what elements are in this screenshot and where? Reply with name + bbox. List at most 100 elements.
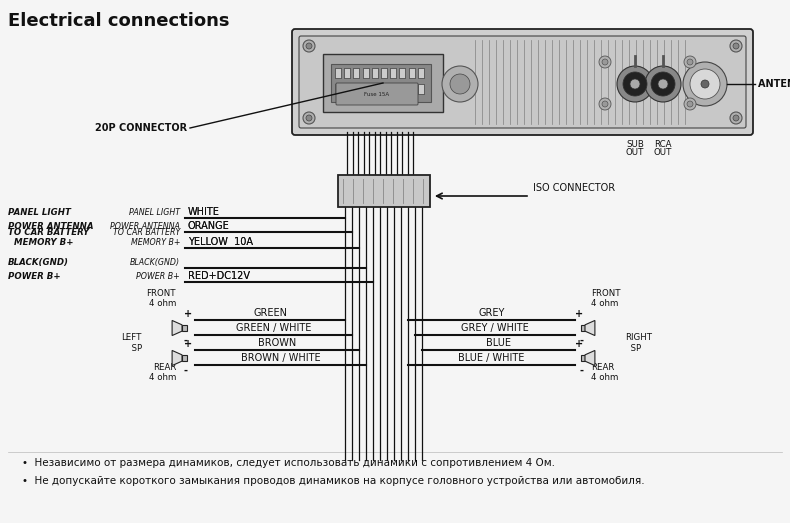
Polygon shape xyxy=(172,350,182,366)
Circle shape xyxy=(658,79,668,89)
Text: REAR
4 ohm: REAR 4 ohm xyxy=(591,363,619,382)
Text: +: + xyxy=(575,309,583,319)
Bar xyxy=(581,325,585,331)
Text: RIGHT
  SP: RIGHT SP xyxy=(625,333,652,353)
Bar xyxy=(372,68,378,78)
Bar xyxy=(353,84,359,94)
Text: 20P CONNECTOR: 20P CONNECTOR xyxy=(95,123,187,133)
Text: ORANGE: ORANGE xyxy=(188,221,230,231)
Bar xyxy=(363,68,369,78)
Bar xyxy=(353,68,359,78)
Circle shape xyxy=(602,101,608,107)
Text: REAR
4 ohm: REAR 4 ohm xyxy=(149,363,176,382)
Text: -: - xyxy=(184,336,188,346)
Circle shape xyxy=(684,56,696,68)
Text: OUT: OUT xyxy=(654,148,672,157)
Text: RED+DC12V: RED+DC12V xyxy=(188,271,250,281)
Circle shape xyxy=(623,72,647,96)
Bar xyxy=(372,84,378,94)
Text: -: - xyxy=(579,336,583,346)
Bar xyxy=(363,84,369,94)
Text: WHITE: WHITE xyxy=(188,207,220,217)
Text: GREEN: GREEN xyxy=(253,308,287,318)
Bar xyxy=(331,64,431,102)
FancyBboxPatch shape xyxy=(299,36,746,128)
Circle shape xyxy=(733,115,739,121)
Circle shape xyxy=(303,40,315,52)
Circle shape xyxy=(701,80,709,88)
FancyBboxPatch shape xyxy=(292,29,753,135)
Bar xyxy=(390,84,397,94)
Text: POWER B+: POWER B+ xyxy=(8,272,61,281)
Text: YELLOW  10A: YELLOW 10A xyxy=(188,237,253,247)
Circle shape xyxy=(684,98,696,110)
Bar xyxy=(408,68,415,78)
Text: TO CAR BATTERY
  MEMORY B+: TO CAR BATTERY MEMORY B+ xyxy=(113,228,180,247)
Text: PANEL LIGHT: PANEL LIGHT xyxy=(129,208,180,217)
Circle shape xyxy=(651,72,675,96)
Polygon shape xyxy=(172,321,182,336)
Text: ANTENNA PLUG: ANTENNA PLUG xyxy=(758,79,790,89)
Text: GREEN / WHITE: GREEN / WHITE xyxy=(235,323,311,333)
Bar xyxy=(335,84,341,94)
Polygon shape xyxy=(585,321,595,336)
Text: YELLOW  10A: YELLOW 10A xyxy=(188,237,253,247)
Text: ISO CONNECTOR: ISO CONNECTOR xyxy=(533,183,615,193)
Polygon shape xyxy=(585,350,595,366)
Text: GREY: GREY xyxy=(478,308,505,318)
Circle shape xyxy=(683,62,727,106)
Text: PANEL LIGHT: PANEL LIGHT xyxy=(8,208,71,217)
Text: WHITE: WHITE xyxy=(188,207,220,217)
Text: +: + xyxy=(575,339,583,349)
Text: POWER ANTENNA: POWER ANTENNA xyxy=(110,222,180,231)
Text: RED+DC12V: RED+DC12V xyxy=(188,271,250,281)
Text: •  Не допускайте короткого замыкания проводов динамиков на корпусе головного уст: • Не допускайте короткого замыкания пров… xyxy=(22,476,645,486)
Text: TO CAR BATTERY
  MEMORY B+: TO CAR BATTERY MEMORY B+ xyxy=(8,228,89,247)
Bar xyxy=(182,325,186,331)
Bar xyxy=(381,68,387,78)
Text: POWER ANTENNA: POWER ANTENNA xyxy=(8,222,93,231)
Text: FRONT
4 ohm: FRONT 4 ohm xyxy=(591,289,620,308)
Bar xyxy=(418,84,423,94)
Circle shape xyxy=(306,43,312,49)
Text: BLACK(GND): BLACK(GND) xyxy=(130,258,180,267)
Text: ORANGE: ORANGE xyxy=(188,221,230,231)
Bar xyxy=(408,84,415,94)
Text: -: - xyxy=(579,366,583,376)
Circle shape xyxy=(303,112,315,124)
Circle shape xyxy=(690,69,720,99)
Circle shape xyxy=(599,56,611,68)
Text: •  Независимо от размера динамиков, следует использовать динамики с сопротивлени: • Независимо от размера динамиков, следу… xyxy=(22,458,555,468)
Text: +: + xyxy=(184,339,192,349)
Text: FRONT
4 ohm: FRONT 4 ohm xyxy=(146,289,176,308)
Circle shape xyxy=(602,59,608,65)
Circle shape xyxy=(730,40,742,52)
Circle shape xyxy=(630,79,640,89)
Bar xyxy=(400,84,405,94)
Bar xyxy=(344,84,350,94)
Circle shape xyxy=(617,66,653,102)
Text: BLUE: BLUE xyxy=(486,338,511,348)
Bar xyxy=(323,54,443,112)
Circle shape xyxy=(687,59,693,65)
Text: OUT: OUT xyxy=(626,148,644,157)
Circle shape xyxy=(450,74,470,94)
Text: SUB: SUB xyxy=(626,140,644,149)
Circle shape xyxy=(442,66,478,102)
Text: BROWN: BROWN xyxy=(258,338,296,348)
Text: POWER B+: POWER B+ xyxy=(136,272,180,281)
Circle shape xyxy=(687,101,693,107)
Bar xyxy=(344,68,350,78)
Text: LEFT
  SP: LEFT SP xyxy=(122,333,142,353)
Circle shape xyxy=(599,98,611,110)
Bar xyxy=(581,355,585,361)
Circle shape xyxy=(730,112,742,124)
Text: GREY / WHITE: GREY / WHITE xyxy=(461,323,529,333)
Text: Electrical connections: Electrical connections xyxy=(8,12,230,30)
Bar xyxy=(390,68,397,78)
Circle shape xyxy=(733,43,739,49)
Bar xyxy=(338,175,430,207)
Text: Fuse 15A: Fuse 15A xyxy=(364,92,389,97)
Text: BLACK(GND): BLACK(GND) xyxy=(8,258,69,267)
Circle shape xyxy=(306,115,312,121)
